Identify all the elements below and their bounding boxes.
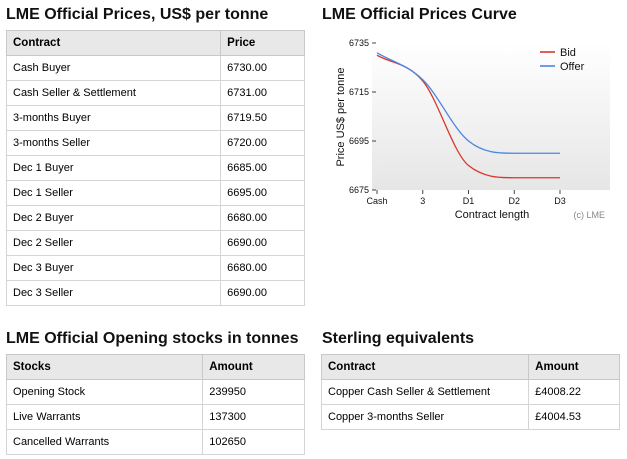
row-value-cell: 6680.00 [220,255,305,281]
stocks-header-stocks: Stocks [5,354,204,380]
y-tick-label: 6715 [349,87,369,97]
price-curve-svg: 6675 6695 6715 6735 Cash 3 D1 D2 D3 Bid Offer Co… [335,38,610,221]
row-label-cell: Dec 2 Buyer [5,205,222,231]
x-tick-label: D2 [508,196,520,206]
row-label-cell: Opening Stock [5,379,204,405]
sterling-header-amount: Amount [528,354,620,380]
table-row: Dec 2 Seller 6690.00 [5,230,305,256]
row-label-cell: Copper 3-months Seller [320,404,530,430]
x-axis-label: Contract length [455,209,530,221]
price-curve-chart: 6675 6695 6715 6735 Cash 3 D1 D2 D3 Bid Offer Co… [322,30,622,230]
copyright-watermark: (c) LME [574,210,606,220]
row-label-cell: Dec 3 Buyer [5,255,222,281]
table-row: Live Warrants 137300 [5,404,305,430]
row-value-cell: 6730.00 [220,55,305,81]
plot-area [372,43,610,190]
sterling-table: Contract Amount Copper Cash Seller & Set… [320,354,620,430]
table-row: Dec 1 Buyer 6685.00 [5,155,305,181]
y-tick-label: 6675 [349,185,369,195]
row-value-cell: 102650 [202,429,305,455]
table-row: Dec 3 Buyer 6680.00 [5,255,305,281]
prices-title: LME Official Prices, US$ per tonne [6,6,269,23]
prices-header-price: Price [220,30,305,56]
x-tick-label: D1 [463,196,475,206]
row-label-cell: Live Warrants [5,404,204,430]
prices-table: Contract Price Cash Buyer 6730.00 Cash Sel… [5,30,305,306]
curve-title: LME Official Prices Curve [322,6,517,23]
legend-label: Offer [560,61,585,73]
row-label-cell: Dec 1 Buyer [5,155,222,181]
table-row: Dec 3 Seller 6690.00 [5,280,305,306]
row-label-cell: Dec 2 Seller [5,230,222,256]
table-row: Cancelled Warrants 102650 [5,429,305,455]
row-value-cell: 6690.00 [220,280,305,306]
y-tick-label: 6695 [349,136,369,146]
y-axis-label: Price US$ per tonne [335,67,347,166]
table-row: Dec 1 Seller 6695.00 [5,180,305,206]
table-row: 3-months Seller 6720.00 [5,130,305,156]
x-tick-label: 3 [420,196,425,206]
row-label-cell: 3-months Buyer [5,105,222,131]
table-row: 3-months Buyer 6719.50 [5,105,305,131]
row-value-cell: £4008.22 [528,379,620,405]
row-label-cell: Cancelled Warrants [5,429,204,455]
series-line-offer [376,52,560,154]
table-row: Dec 2 Buyer 6680.00 [5,205,305,231]
table-row: Cash Buyer 6730.00 [5,55,305,81]
row-value-cell: 6695.00 [220,180,305,206]
row-value-cell: 137300 [202,404,305,430]
table-row: Cash Seller & Settlement 6731.00 [5,80,305,106]
x-tick-label: D3 [554,196,566,206]
row-value-cell: 239950 [202,379,305,405]
stocks-table: Stocks Amount Opening Stock 239950 Live Wa… [5,354,305,455]
row-value-cell: 6680.00 [220,205,305,231]
y-tick-label: 6735 [349,38,369,48]
stocks-title: LME Official Opening stocks in tonnes [6,330,299,347]
legend-label: Bid [560,47,576,59]
row-label-cell: 3-months Seller [5,130,222,156]
sterling-title: Sterling equivalents [322,330,475,347]
x-tick-label: Cash [366,196,387,206]
row-value-cell: 6685.00 [220,155,305,181]
stocks-header-amount: Amount [202,354,305,380]
row-value-cell: £4004.53 [528,404,620,430]
table-row: Copper Cash Seller & Settlement £4008.22 [320,379,620,405]
row-label-cell: Copper Cash Seller & Settlement [320,379,530,405]
table-row: Copper 3-months Seller £4004.53 [320,404,620,430]
row-label-cell: Dec 1 Seller [5,180,222,206]
row-label-cell: Dec 3 Seller [5,280,222,306]
row-label-cell: Cash Seller & Settlement [5,80,222,106]
prices-header-contract: Contract [5,30,222,56]
row-value-cell: 6720.00 [220,130,305,156]
row-label-cell: Cash Buyer [5,55,222,81]
sterling-header-contract: Contract [320,354,530,380]
table-row: Opening Stock 239950 [5,379,305,405]
row-value-cell: 6731.00 [220,80,305,106]
row-value-cell: 6690.00 [220,230,305,256]
row-value-cell: 6719.50 [220,105,305,131]
